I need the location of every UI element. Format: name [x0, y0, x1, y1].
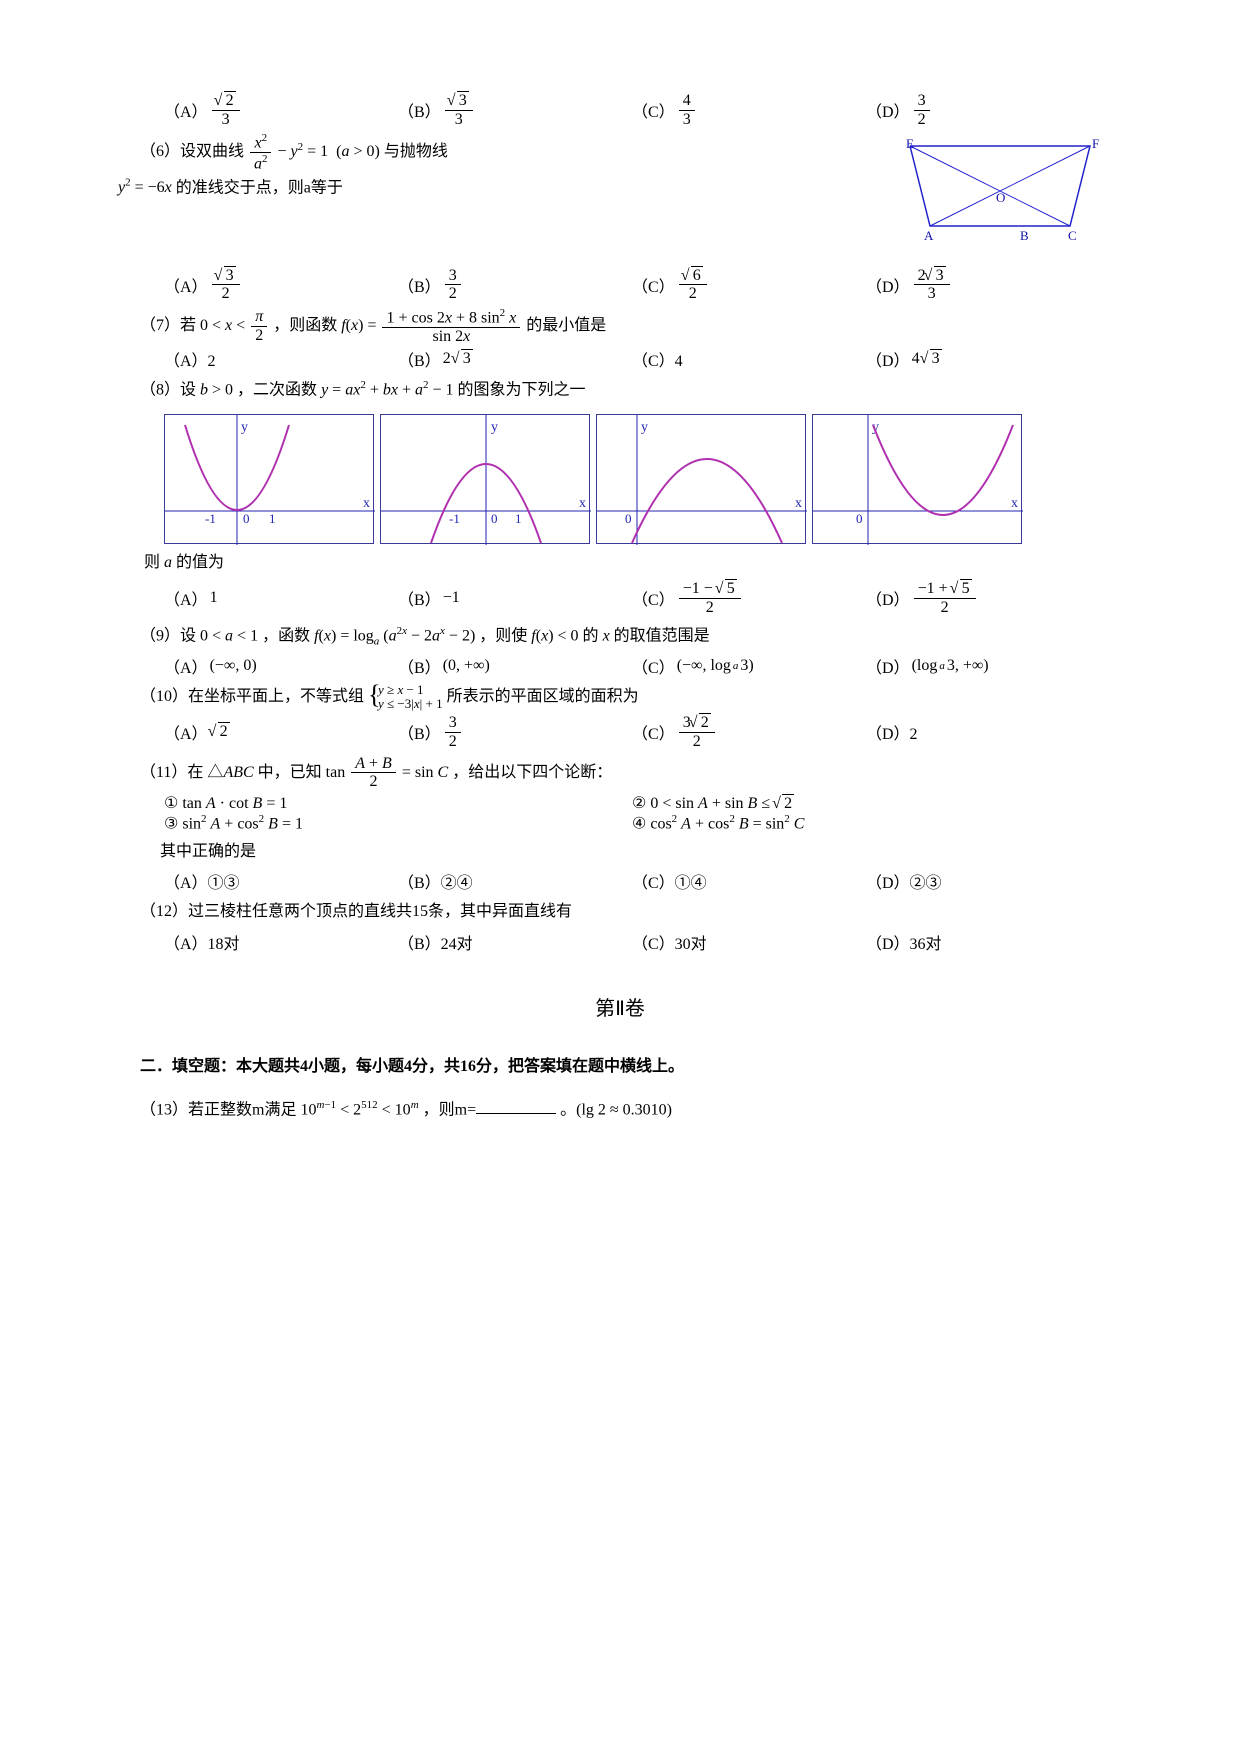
q9-options: （A）(−∞, 0) （B）(0, +∞) （C）(−∞, loga 3) （D… — [164, 654, 1100, 678]
q11-options: （A）①③（B）②④（C）①④（D）②③ — [164, 869, 1100, 893]
q13: （13）若正整数m满足 10m−1 < 2512 < 10m ，则m= 。(lg… — [140, 1095, 1100, 1126]
section2-heading: 二．填空题：本大题共4小题，每小题4分，共16分，把答案填在题中横线上。 — [140, 1052, 1100, 1076]
q9: （9）设 0 < a < 1 ，函数 f(x) = loga (a2x − 2a… — [140, 621, 1100, 652]
svg-text:A: A — [924, 228, 934, 243]
svg-text:-1: -1 — [205, 511, 216, 526]
svg-text:0: 0 — [625, 511, 632, 526]
q11-tail: 其中正确的是 — [160, 837, 1100, 867]
svg-text:O: O — [996, 190, 1005, 205]
svg-text:x: x — [795, 496, 802, 511]
q8-graphs: -101 yx -101 yx 0 yx 0 yx — [164, 414, 1100, 544]
q6: E F A O C B （6）设双曲线 x2a2 − y2 = 1 (a > 0… — [140, 132, 1100, 204]
q8-tail: 则 a 的值为 — [144, 548, 1100, 578]
svg-text:0: 0 — [491, 511, 498, 526]
q10-options: （A）2 （B）32 （C）322 （D）2 — [164, 714, 1100, 750]
q12: （12）过三棱柱任意两个顶点的直线共15条，其中异面直线有 — [140, 897, 1100, 927]
svg-text:x: x — [363, 496, 370, 511]
q6-figure: E F A O C B — [900, 136, 1100, 262]
svg-text:C: C — [1068, 228, 1077, 243]
q11-statements-b: ③ sin2 A + cos2 B = 1 ④ cos2 A + cos2 B … — [164, 813, 1100, 833]
part2-title: 第Ⅱ卷 — [140, 992, 1100, 1021]
q8: （8）设 b > 0 ，二次函数 y = ax2 + bx + a2 − 1 的… — [140, 375, 1100, 406]
q11-statements: ① tan A · cot B = 1 ② 0 < sin A + sin B … — [164, 793, 1100, 813]
svg-text:0: 0 — [856, 511, 863, 526]
q6-options: （A）32 （B）32 （C）62 （D）233 — [164, 267, 1100, 303]
q7-options: （A）2 （B）23 （C）4 （D）43 — [164, 347, 1100, 371]
svg-text:1: 1 — [269, 511, 276, 526]
svg-text:y: y — [641, 420, 648, 435]
svg-text:1: 1 — [515, 511, 522, 526]
q7: （7）若 0 < x < π2 ，则函数 f(x) = 1 + cos 2x +… — [140, 307, 1100, 346]
svg-text:-1: -1 — [449, 511, 460, 526]
svg-text:E: E — [906, 136, 914, 151]
q10: （10）在坐标平面上，不等式组 { y ≥ x − 1 y ≤ −3|x| + … — [140, 682, 1100, 712]
svg-text:x: x — [1011, 496, 1018, 511]
svg-text:F: F — [1092, 136, 1099, 151]
svg-text:y: y — [491, 420, 498, 435]
q11: （11）在 △ABC 中，已知 tan A + B2 = sin C ，给出以下… — [140, 755, 1100, 791]
q5-options: （A）23 （B）33 （C）43 （D）32 — [164, 92, 1100, 128]
q12-options: （A）18对（B）24对（C）30对（D）36对 — [164, 930, 1100, 954]
svg-text:y: y — [241, 420, 248, 435]
svg-text:x: x — [579, 496, 586, 511]
svg-text:B: B — [1020, 228, 1029, 243]
q8-options: （A）1 （B）−1 （C）−1 − 52 （D）−1 + 52 — [164, 580, 1100, 616]
svg-text:0: 0 — [243, 511, 250, 526]
